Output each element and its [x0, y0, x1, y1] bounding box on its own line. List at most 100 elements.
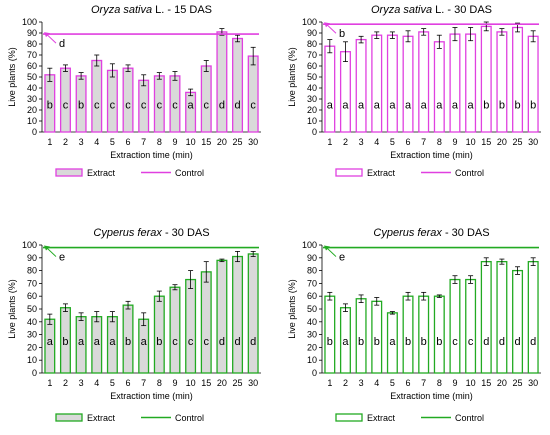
- significance-letter: b: [47, 100, 53, 112]
- significance-letter: c: [172, 100, 178, 112]
- y-tick-label: 0: [32, 368, 37, 378]
- bar: [216, 259, 228, 374]
- significance-letter: b: [327, 336, 333, 348]
- significance-letter: c: [125, 100, 131, 112]
- x-tick-label: 25: [233, 137, 243, 147]
- y-tick-label: 70: [27, 278, 37, 288]
- significance-letter: c: [157, 100, 163, 112]
- y-tick-label: 50: [27, 72, 37, 82]
- bar: [232, 255, 244, 374]
- x-tick-label: 2: [63, 137, 68, 147]
- x-tick-label: 10: [466, 137, 476, 147]
- legend-extract-swatch: [55, 168, 83, 177]
- significance-letter: b: [530, 100, 536, 112]
- significance-letter: a: [342, 336, 349, 348]
- x-tick-label: 25: [233, 378, 243, 388]
- significance-letter: a: [78, 336, 85, 348]
- legend-extract-label: Extract: [87, 168, 116, 178]
- significance-letter: b: [483, 100, 489, 112]
- y-tick-label: 100: [302, 240, 317, 250]
- significance-letter: d: [219, 100, 225, 112]
- y-tick-label: 50: [307, 304, 317, 314]
- y-tick-label: 70: [27, 50, 37, 60]
- significance-letter: c: [188, 336, 194, 348]
- legend-extract-label: Extract: [367, 168, 396, 178]
- chart-panel-2: Oryza sativa L. - 30 DAS0102030405060708…: [287, 4, 541, 178]
- significance-letter: a: [94, 336, 101, 348]
- legend-control-label: Control: [175, 413, 204, 423]
- chart-title-species: Oryza sativa: [91, 4, 152, 16]
- x-tick-label: 8: [157, 378, 162, 388]
- bar: [527, 35, 539, 133]
- x-tick-label: 30: [528, 378, 538, 388]
- significance-letter: a: [468, 100, 475, 112]
- bar: [386, 34, 398, 133]
- x-tick-label: 20: [217, 137, 227, 147]
- significance-letter: a: [389, 100, 396, 112]
- significance-letter: c: [63, 100, 69, 112]
- x-tick-label: 8: [437, 378, 442, 388]
- significance-letter: a: [405, 100, 412, 112]
- x-axis-label: Extraction time (min): [110, 391, 193, 401]
- significance-letter: d: [234, 100, 240, 112]
- y-tick-label: 10: [307, 355, 317, 365]
- chart-title: Cyperus ferax - 30 DAS: [373, 227, 489, 239]
- significance-letter: c: [141, 100, 147, 112]
- chart-title: Cyperus ferax - 30 DAS: [93, 227, 209, 239]
- x-tick-label: 7: [421, 378, 426, 388]
- y-tick-label: 20: [27, 342, 37, 352]
- significance-letter: a: [374, 100, 381, 112]
- y-tick-label: 50: [307, 72, 317, 82]
- control-arrow: [326, 24, 337, 34]
- x-tick-label: 5: [110, 137, 115, 147]
- x-tick-label: 2: [343, 378, 348, 388]
- y-tick-label: 90: [307, 253, 317, 263]
- legend-extract-label: Extract: [87, 413, 116, 423]
- x-tick-label: 4: [94, 378, 99, 388]
- significance-letter: c: [250, 100, 256, 112]
- x-tick-label: 5: [390, 378, 395, 388]
- significance-letter: a: [421, 100, 428, 112]
- x-tick-label: 4: [374, 137, 379, 147]
- x-tick-label: 3: [359, 378, 364, 388]
- bar: [91, 59, 103, 133]
- bar: [433, 295, 445, 374]
- bar: [216, 31, 228, 133]
- significance-letter: b: [62, 336, 68, 348]
- x-tick-label: 10: [466, 378, 476, 388]
- bar: [418, 31, 430, 133]
- control-letter: d: [59, 38, 65, 50]
- x-tick-label: 15: [201, 137, 211, 147]
- y-tick-label: 100: [302, 17, 317, 27]
- significance-letter: b: [78, 100, 84, 112]
- legend-extract-swatch: [55, 413, 83, 422]
- significance-letter: a: [188, 100, 195, 112]
- chart-title-species: Cyperus ferax: [93, 227, 162, 239]
- bar: [200, 271, 212, 374]
- significance-letter: d: [250, 336, 256, 348]
- significance-letter: d: [530, 336, 536, 348]
- significance-letter: d: [219, 336, 225, 348]
- y-tick-label: 40: [307, 83, 317, 93]
- bar: [402, 295, 414, 374]
- bar: [169, 286, 181, 374]
- bar: [402, 35, 414, 133]
- significance-letter: d: [483, 336, 489, 348]
- significance-letter: c: [468, 336, 474, 348]
- significance-letter: a: [452, 100, 459, 112]
- significance-letter: d: [499, 336, 505, 348]
- legend-extract-swatch: [335, 413, 363, 422]
- bar: [449, 278, 461, 374]
- y-tick-label: 60: [27, 61, 37, 71]
- significance-letter: a: [436, 100, 443, 112]
- x-tick-label: 30: [248, 137, 258, 147]
- x-tick-label: 6: [406, 378, 411, 388]
- significance-letter: b: [514, 100, 520, 112]
- x-tick-label: 5: [110, 378, 115, 388]
- y-tick-label: 70: [307, 278, 317, 288]
- bar: [480, 25, 492, 133]
- y-tick-label: 60: [307, 61, 317, 71]
- control-arrow: [326, 247, 337, 257]
- chart-title-rest: L. - 30 DAS: [432, 4, 492, 16]
